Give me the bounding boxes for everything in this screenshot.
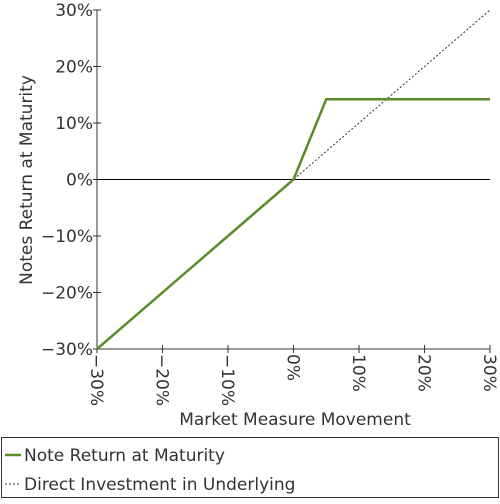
x-tick-label: −10% xyxy=(217,354,237,406)
y-tick-label: 0% xyxy=(66,171,93,191)
x-tick-label: 30% xyxy=(479,354,499,392)
y-tick-label: −10% xyxy=(41,227,93,247)
x-axis-label: Market Measure Movement xyxy=(179,410,411,430)
x-tick-label: −20% xyxy=(152,354,172,406)
y-tick-label: 10% xyxy=(55,114,93,134)
series-line xyxy=(96,98,490,350)
x-tick-label: 0% xyxy=(283,354,303,381)
x-tick-label: −30% xyxy=(86,354,106,406)
y-tick-label: 30% xyxy=(55,1,93,21)
y-tick-label: −30% xyxy=(41,340,93,360)
series-line xyxy=(96,9,491,350)
y-tick-label: −20% xyxy=(41,284,93,304)
legend-label: Direct Investment in Underlying xyxy=(24,475,295,495)
y-axis-label: Notes Return at Maturity xyxy=(17,75,37,285)
legend-box xyxy=(1,437,499,498)
legend-label: Note Return at Maturity xyxy=(24,446,225,466)
x-tick-label: 10% xyxy=(348,354,368,392)
y-tick-label: 20% xyxy=(55,58,93,78)
x-tick-label: 20% xyxy=(414,354,434,392)
